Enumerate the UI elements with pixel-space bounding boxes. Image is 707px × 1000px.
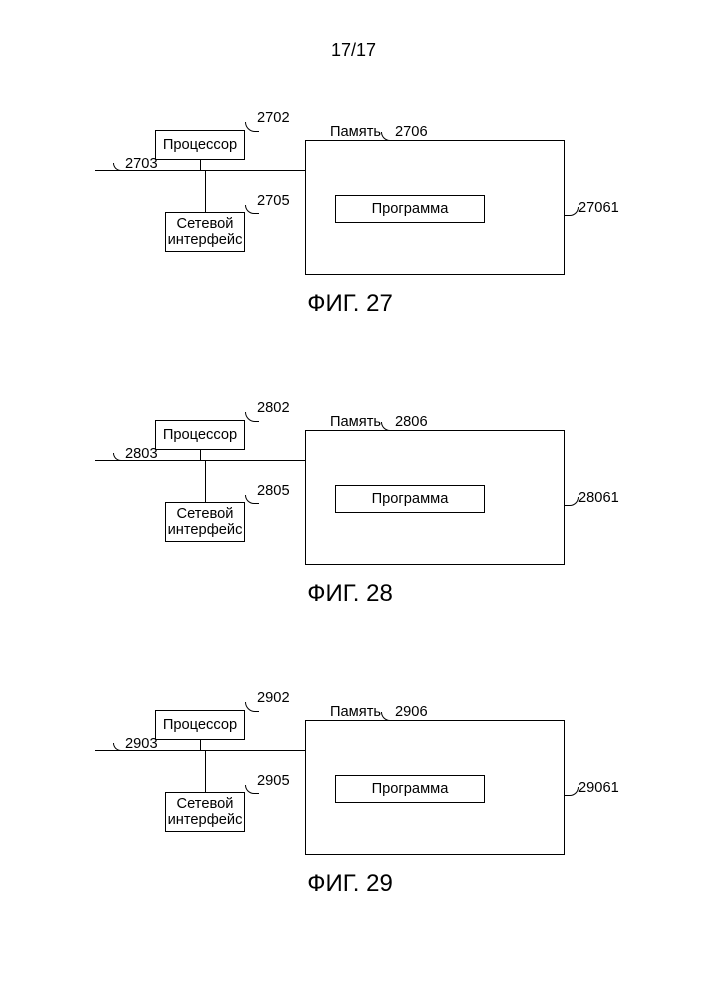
program-box: Программа [335, 195, 485, 223]
figure-caption: ФИГ. 29 [250, 870, 450, 898]
netif-connector [205, 460, 206, 502]
bus-ref: 2803 [125, 446, 158, 462]
page-number: 17/17 [0, 40, 707, 61]
bus-ref: 2703 [125, 156, 158, 172]
netif-ref: 2805 [257, 483, 290, 499]
memory-label: Память [330, 124, 381, 140]
netif-ref-leader [245, 205, 259, 214]
processor-connector [200, 160, 201, 170]
processor-ref-leader [245, 122, 259, 132]
processor-ref: 2702 [257, 110, 290, 126]
bus-ref: 2903 [125, 736, 158, 752]
program-ref-leader [565, 787, 579, 796]
netif-ref: 2705 [257, 193, 290, 209]
memory-label: Память [330, 704, 381, 720]
processor-ref-leader [245, 412, 259, 422]
figure-caption: ФИГ. 27 [250, 290, 450, 318]
netif-connector [205, 750, 206, 792]
network-interface-box: Сетевой интерфейс [165, 212, 245, 252]
memory-label: Память [330, 414, 381, 430]
processor-ref: 2802 [257, 400, 290, 416]
processor-box: Процессор [155, 130, 245, 160]
program-ref-leader [565, 207, 579, 216]
netif-ref-leader [245, 495, 259, 504]
processor-ref-leader [245, 702, 259, 712]
processor-box: Процессор [155, 710, 245, 740]
program-ref: 27061 [578, 200, 619, 216]
netif-connector [205, 170, 206, 212]
processor-connector [200, 450, 201, 460]
memory-ref: 2706 [395, 124, 428, 140]
network-interface-box: Сетевой интерфейс [165, 792, 245, 832]
program-box: Программа [335, 485, 485, 513]
memory-ref: 2806 [395, 414, 428, 430]
figure-caption: ФИГ. 28 [250, 580, 450, 608]
program-box: Программа [335, 775, 485, 803]
processor-box: Процессор [155, 420, 245, 450]
memory-ref: 2906 [395, 704, 428, 720]
program-ref-leader [565, 497, 579, 506]
program-ref: 28061 [578, 490, 619, 506]
netif-ref: 2905 [257, 773, 290, 789]
processor-ref: 2902 [257, 690, 290, 706]
netif-ref-leader [245, 785, 259, 794]
processor-connector [200, 740, 201, 750]
page: 17/17 Процессор Сетевой интерфейс Программ… [0, 0, 707, 1000]
program-ref: 29061 [578, 780, 619, 796]
network-interface-box: Сетевой интерфейс [165, 502, 245, 542]
